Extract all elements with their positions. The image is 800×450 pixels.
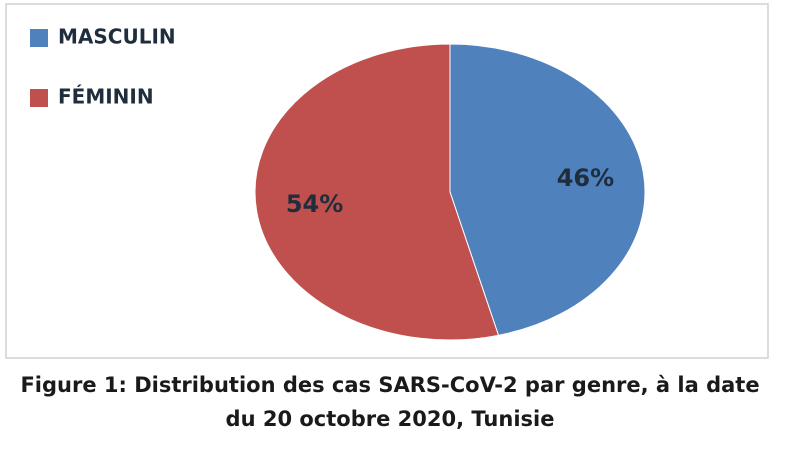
data-label: 46% bbox=[557, 164, 614, 192]
pie-slice bbox=[254, 43, 500, 341]
chart-title: Figure 1: Distribution des cas SARS-CoV-… bbox=[20, 373, 760, 431]
chart: 46% 54% MASCULIN FÉMININ bbox=[5, 3, 769, 359]
legend-label: MASCULIN bbox=[58, 25, 176, 49]
data-label: 54% bbox=[286, 190, 343, 218]
pie-slice bbox=[449, 43, 646, 336]
legend-label: FÉMININ bbox=[58, 85, 154, 109]
legend-swatch bbox=[30, 29, 48, 47]
legend-swatch bbox=[30, 89, 48, 107]
